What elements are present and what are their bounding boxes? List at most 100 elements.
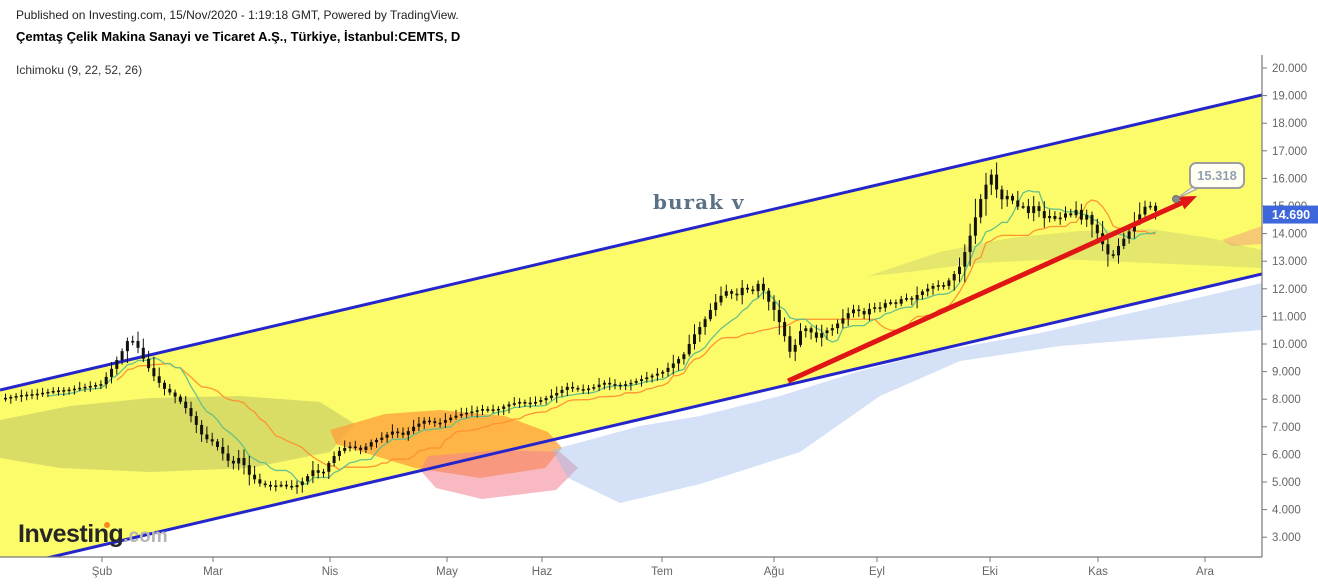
- kijun-line: [116, 199, 1156, 471]
- candle-body: [719, 295, 723, 303]
- trend-channel-fill: [0, 95, 1262, 557]
- candle-body: [905, 298, 908, 300]
- candle-body: [645, 377, 649, 380]
- candle-body: [687, 344, 691, 355]
- candle-body: [237, 457, 241, 464]
- candle-body: [1085, 215, 1089, 220]
- x-axis-label: Nis: [322, 566, 339, 578]
- candle-body: [1127, 231, 1131, 239]
- candle-body: [327, 463, 331, 472]
- candle-body: [115, 360, 119, 369]
- candle-body: [602, 382, 606, 385]
- candle-body: [1016, 200, 1020, 207]
- candle-body: [14, 395, 18, 398]
- candle-body: [205, 434, 209, 440]
- candle-body: [1069, 213, 1073, 216]
- candle-body: [799, 331, 802, 345]
- candle-body: [714, 302, 718, 311]
- candle-body: [94, 385, 98, 387]
- candle-body: [1106, 244, 1110, 255]
- tenkan-line: [47, 189, 1156, 485]
- candle-body: [730, 291, 734, 294]
- candle-body: [910, 298, 914, 300]
- candle-body: [99, 384, 103, 386]
- candle-body: [979, 199, 983, 218]
- candle-body: [936, 285, 940, 287]
- candle-body: [1042, 211, 1046, 219]
- candle-body: [968, 235, 972, 253]
- x-axis-label: Eki: [982, 566, 998, 578]
- candle-body: [502, 406, 506, 409]
- candle-body: [852, 309, 855, 314]
- x-axis-label: Ara: [1196, 566, 1215, 578]
- candle-body: [952, 274, 956, 281]
- candle-body: [231, 460, 235, 464]
- candle-body: [4, 397, 7, 400]
- candle-body: [746, 287, 749, 290]
- candle-body: [1064, 213, 1067, 218]
- candle-body: [915, 295, 919, 300]
- candle-body: [470, 411, 474, 414]
- candle-body: [168, 388, 172, 393]
- candle-body: [279, 484, 283, 487]
- candle-body: [152, 368, 156, 377]
- candle-body: [682, 354, 686, 360]
- candle-body: [544, 398, 548, 401]
- target-callout-value: 15.318: [1197, 168, 1237, 183]
- candle-body: [263, 483, 267, 486]
- candle-body: [88, 385, 92, 388]
- y-axis-label: 9.000: [1272, 367, 1301, 379]
- candle-body: [756, 283, 760, 292]
- candle-body: [1058, 217, 1062, 220]
- y-axis-label: 4.000: [1272, 505, 1301, 517]
- candle-body: [1048, 216, 1052, 219]
- candle-body: [72, 388, 76, 391]
- candle-body: [772, 301, 776, 310]
- y-axis-label: 13.000: [1272, 256, 1307, 268]
- candle-body: [1032, 206, 1036, 214]
- candle-body: [369, 442, 373, 447]
- candle-body: [481, 409, 484, 411]
- candle-body: [147, 358, 151, 369]
- candle-body: [830, 328, 834, 331]
- candle-body: [258, 479, 262, 484]
- candle-body: [141, 347, 145, 359]
- candle-body: [184, 401, 188, 409]
- candle-body: [661, 371, 665, 374]
- candle-body: [449, 417, 453, 421]
- candle-body: [624, 384, 628, 386]
- candle-body: [428, 420, 431, 423]
- candle-body: [587, 388, 590, 391]
- candle-body: [194, 416, 198, 425]
- candle-body: [655, 373, 659, 376]
- candle-body: [539, 400, 543, 402]
- candle-body: [618, 384, 622, 387]
- x-axis-label: Kas: [1088, 566, 1108, 578]
- x-axis-label: May: [436, 566, 458, 578]
- candle-body: [438, 422, 442, 425]
- candle-body: [947, 280, 951, 286]
- candle-body: [1037, 206, 1041, 212]
- candle-body: [337, 450, 341, 457]
- candle-body: [549, 395, 553, 399]
- candle-body: [995, 174, 999, 190]
- candle-body: [958, 266, 961, 275]
- candle-body: [1095, 224, 1099, 234]
- candle-body: [210, 439, 214, 442]
- candle-body: [104, 376, 108, 385]
- candle-body: [963, 252, 967, 267]
- candle-body: [200, 424, 204, 435]
- candle-body: [1074, 209, 1078, 216]
- candle-body: [30, 394, 34, 396]
- candle-body: [1005, 195, 1009, 200]
- y-axis-label: 20.000: [1272, 63, 1307, 75]
- candle-body: [751, 289, 755, 292]
- trend-arrow-head: [1178, 196, 1197, 210]
- page-title: Çemtaş Çelik Makina Sanayi ve Ticaret A.…: [16, 29, 461, 44]
- y-axis-label: 17.000: [1272, 146, 1307, 158]
- candle-body: [178, 396, 182, 402]
- candle-body: [253, 474, 257, 480]
- candle-body: [889, 302, 893, 304]
- candle-body: [597, 384, 601, 388]
